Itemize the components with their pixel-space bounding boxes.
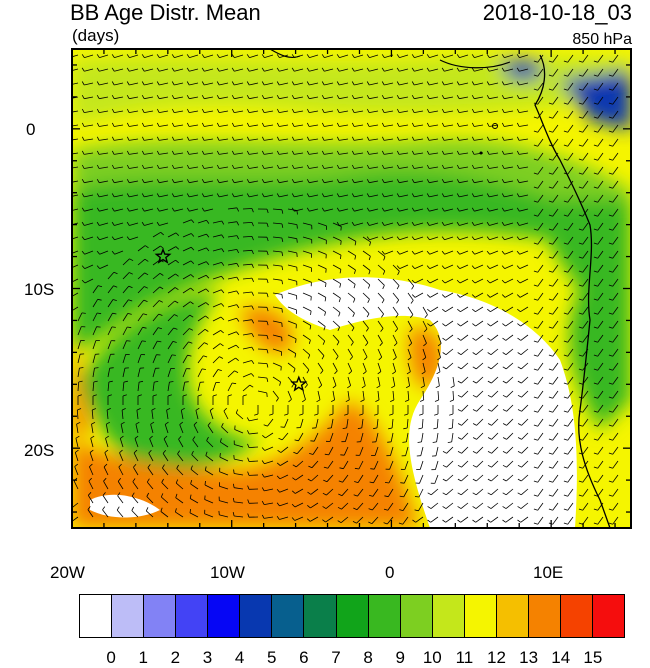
colorbar-box [240, 595, 272, 637]
colorbar-box [144, 595, 176, 637]
colorbar-box [112, 595, 144, 637]
x-tick-label-10e: 10E [533, 563, 563, 583]
colorbar-tick-label: 4 [235, 648, 244, 668]
colorbar-tick-label: 14 [551, 648, 570, 668]
age-distribution-map [0, 0, 650, 590]
x-tick-label-0: 0 [385, 563, 394, 583]
wind-barb-feather [67, 295, 70, 298]
wind-barb-feather [68, 520, 71, 522]
wind-barb [258, 349, 267, 350]
wind-barb-feather [142, 341, 146, 342]
wind-barb-feather [326, 283, 327, 287]
wind-barb-feather [402, 442, 406, 443]
wind-barb-feather [282, 309, 283, 313]
wind-barb-feather [341, 241, 342, 245]
colorbar-box [593, 595, 624, 637]
wind-barb-feather [67, 137, 69, 141]
wind-barb-feather [415, 497, 419, 498]
wind-barb-feather [67, 165, 69, 169]
wind-barb [243, 209, 252, 210]
wind-barb-feather [67, 193, 69, 197]
colorbar-tick-label: 10 [423, 648, 442, 668]
wind-barb-feather [205, 481, 206, 485]
colorbar-box [80, 595, 112, 637]
colorbar-box [176, 595, 208, 637]
colorbar-tick-label: 3 [203, 648, 212, 668]
wind-barb-feather [112, 327, 116, 328]
wind-barb-feather [370, 469, 374, 470]
wind-barb-feather [327, 428, 331, 429]
y-tick-label-10s: 10S [24, 280, 54, 300]
wind-barb-feather [400, 483, 404, 484]
colorbar-box [497, 595, 529, 637]
colorbar-tick-label: 13 [519, 648, 538, 668]
colorbar-box [465, 595, 497, 637]
wind-barb-feather [67, 237, 69, 240]
wind-barb-feather [68, 506, 71, 508]
colorbar-tick-label: 7 [331, 648, 340, 668]
wind-barb-feather [67, 109, 69, 113]
wind-barb [249, 461, 258, 462]
colorbar [79, 594, 625, 638]
wind-barb-feather [297, 225, 298, 229]
colorbar-box [433, 595, 465, 637]
colorbar-tick-label: 5 [267, 648, 276, 668]
y-tick-label-0: 0 [26, 120, 35, 140]
wind-barb-feather [234, 470, 235, 474]
wind-barb-feather [67, 68, 69, 71]
colorbar-tick-label: 15 [583, 648, 602, 668]
wind-barb-feather [67, 251, 70, 254]
colorbar-box [208, 595, 240, 637]
colorbar-tick-label: 1 [139, 648, 148, 668]
y-tick-label-20s: 20S [24, 441, 54, 461]
wind-barb-feather [67, 266, 70, 269]
wind-barb-feather [82, 313, 86, 314]
wind-barb-feather [95, 368, 99, 369]
colorbar-tick-label: 2 [171, 648, 180, 668]
colorbar-box [401, 595, 433, 637]
wind-barb-feather [67, 179, 69, 183]
wind-barb-feather [110, 368, 114, 369]
wind-barb-feather [67, 222, 69, 225]
colorbar-tick-label: 0 [106, 648, 115, 668]
wind-barb-feather [296, 339, 297, 343]
colorbar-tick-label: 6 [299, 648, 308, 668]
wind-barb-feather [67, 280, 70, 283]
colorbar-tick-label: 9 [395, 648, 404, 668]
colorbar-tick-label: 11 [456, 648, 474, 668]
colorbar-box [561, 595, 593, 637]
wind-barb-feather [67, 95, 69, 99]
colorbar-tick-label: 8 [363, 648, 372, 668]
colorbar-box [304, 595, 336, 637]
age-field [67, 49, 631, 528]
wind-barb-feather [67, 151, 69, 155]
x-tick-label-10w: 10W [210, 563, 245, 583]
wind-barb-feather [185, 382, 189, 383]
colorbar-box [529, 595, 561, 637]
colorbar-box [337, 595, 369, 637]
wind-barb-feather [67, 123, 69, 127]
wind-barb-feather [67, 54, 69, 57]
wind-barb-feather [387, 442, 391, 443]
wind-barb-feather [67, 309, 70, 312]
colorbar-box [272, 595, 304, 637]
wind-barb-feather [172, 355, 176, 356]
wind-barb-feather [297, 239, 298, 243]
wind-barb-feather [67, 82, 69, 86]
colorbar-tick-label: 12 [487, 648, 506, 668]
colorbar-box [369, 595, 401, 637]
wind-barb-feather [67, 208, 69, 211]
wind-barb-feather [220, 453, 221, 457]
x-tick-label-20w: 20W [50, 563, 85, 583]
